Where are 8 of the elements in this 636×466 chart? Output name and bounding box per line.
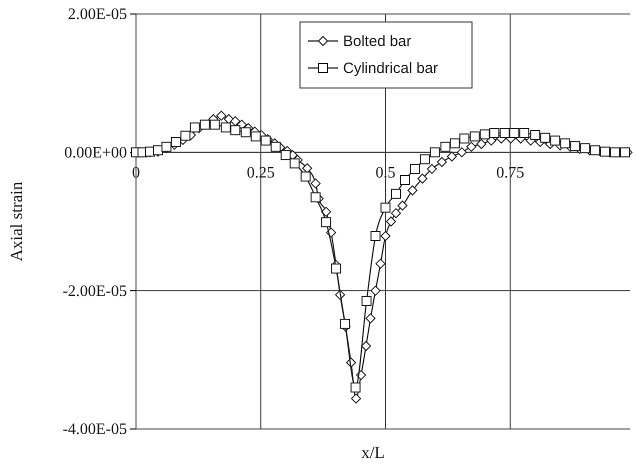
y-axis-title: Axial strain	[7, 181, 26, 262]
y-tick-label: -2.00E-05	[62, 282, 127, 300]
y-tick-label: -4.00E-05	[62, 421, 127, 438]
legend-label: Cylindrical bar	[343, 60, 438, 77]
legend-label: Bolted bar	[343, 33, 412, 50]
y-tick-label: 2.00E-05	[68, 6, 127, 24]
x-axis-title: x/L	[361, 443, 385, 462]
y-tick-label: 0.00E+00	[64, 144, 127, 162]
